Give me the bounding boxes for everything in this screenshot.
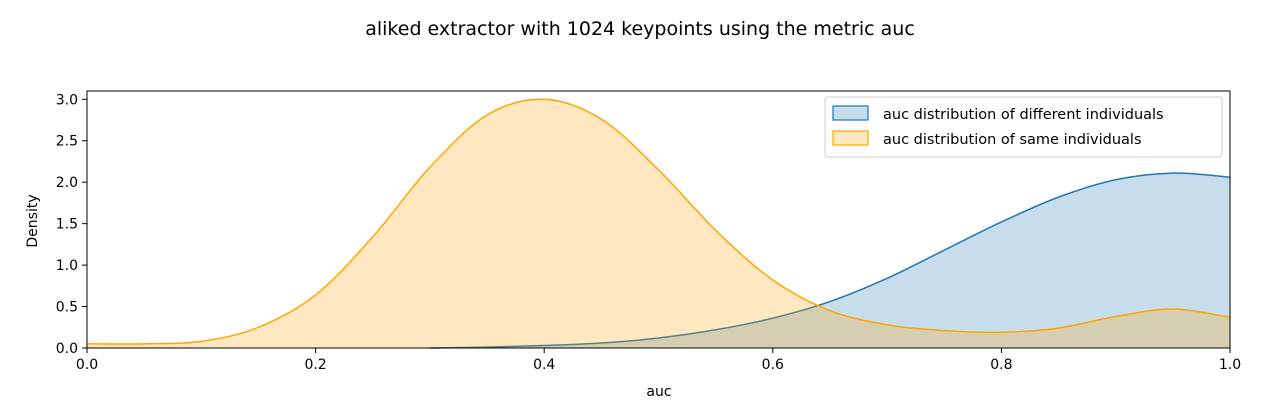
x-tick-label: 0.8 xyxy=(990,357,1012,373)
x-tick-label: 0.0 xyxy=(76,357,98,373)
y-tick-label: 2.5 xyxy=(56,134,78,150)
legend: auc distribution of different individual… xyxy=(824,96,1223,158)
y-tick-label: 3.0 xyxy=(56,92,78,108)
series-line-same-individuals xyxy=(86,98,1231,345)
series-layer xyxy=(86,98,1231,349)
legend-entry-same-individuals: auc distribution of same individuals xyxy=(832,130,1142,148)
y-tick-label: 1.0 xyxy=(56,258,78,274)
legend-entry-different-individuals: auc distribution of different individual… xyxy=(832,105,1164,123)
series-area-same-individuals xyxy=(87,99,1230,349)
legend-swatch-different-individuals xyxy=(832,105,869,121)
x-tick-label: 0.2 xyxy=(304,357,326,373)
x-tick-label: 0.4 xyxy=(533,357,555,373)
series-area-different-individuals xyxy=(429,173,1230,348)
y-axis: 0.0 0.5 1.0 1.5 2.0 2.5 3.0 xyxy=(56,92,87,357)
y-tick-label: 0.0 xyxy=(56,341,78,357)
chart-title: aliked extractor with 1024 keypoints usi… xyxy=(365,18,915,40)
legend-label-different-individuals: auc distribution of different individual… xyxy=(883,107,1164,123)
legend-label-same-individuals: auc distribution of same individuals xyxy=(883,132,1142,148)
x-axis: 0.0 0.2 0.4 0.6 0.8 1.0 xyxy=(76,348,1241,373)
y-axis-label: Density xyxy=(25,194,41,247)
legend-swatch-same-individuals xyxy=(832,130,869,146)
y-tick-label: 1.5 xyxy=(56,217,78,233)
x-axis-label: auc xyxy=(646,384,671,400)
series-line-different-individuals xyxy=(429,172,1231,349)
y-tick-label: 2.0 xyxy=(56,175,78,191)
legend-box xyxy=(824,96,1223,158)
plot-frame xyxy=(86,90,1231,349)
x-tick-label: 1.0 xyxy=(1219,357,1241,373)
y-tick-label: 0.5 xyxy=(56,300,78,316)
x-tick-label: 0.6 xyxy=(762,357,784,373)
